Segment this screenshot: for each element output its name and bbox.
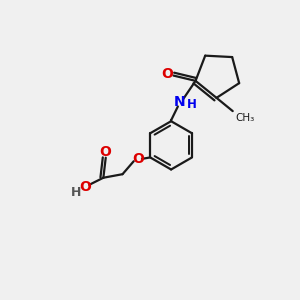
Text: N: N [173,95,185,109]
Text: O: O [132,152,144,166]
Text: O: O [79,180,91,194]
Text: O: O [99,145,111,159]
Text: H: H [187,98,196,111]
Text: O: O [161,67,173,81]
Text: CH₃: CH₃ [235,113,254,124]
Text: H: H [71,186,82,199]
